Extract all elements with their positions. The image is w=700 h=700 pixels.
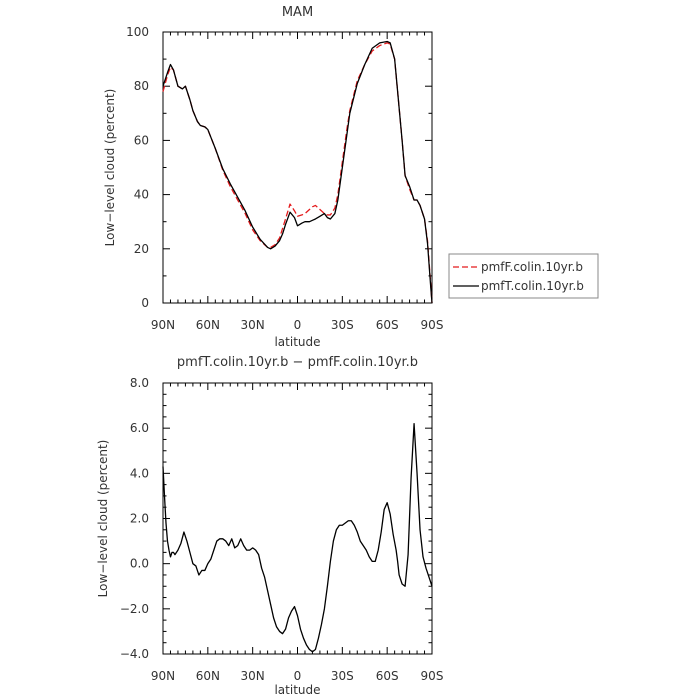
y-axis-label: Low−level cloud (percent) bbox=[96, 440, 110, 598]
y-tick-label: 2.0 bbox=[130, 512, 149, 526]
x-axis-label: latitude bbox=[274, 683, 320, 697]
y-tick-label: 40 bbox=[134, 188, 149, 202]
y-tick-label: 6.0 bbox=[130, 421, 149, 435]
series-line-pmfT-colin-10yr-b bbox=[162, 40, 433, 304]
legend-box bbox=[448, 253, 599, 299]
x-tick-label: 30N bbox=[241, 318, 265, 332]
y-tick-label: 0 bbox=[141, 296, 149, 310]
x-tick-label: 0 bbox=[294, 318, 302, 332]
series-line-difference bbox=[162, 423, 433, 653]
y-tick-label: 0.0 bbox=[130, 557, 149, 571]
x-tick-label: 90N bbox=[151, 669, 175, 683]
y-tick-label: 4.0 bbox=[130, 466, 149, 480]
x-tick-label: 90S bbox=[421, 669, 444, 683]
y-tick-label: 100 bbox=[126, 25, 149, 39]
x-tick-label: 30N bbox=[241, 669, 265, 683]
x-tick-label: 60S bbox=[376, 318, 399, 332]
x-tick-label: 30S bbox=[331, 669, 354, 683]
x-tick-label: 0 bbox=[294, 669, 302, 683]
x-tick-label: 60S bbox=[376, 669, 399, 683]
plot-frame bbox=[162, 382, 433, 655]
x-tick-label: 90S bbox=[421, 318, 444, 332]
x-axis-label: latitude bbox=[274, 335, 320, 349]
y-tick-label: 80 bbox=[134, 79, 149, 93]
x-tick-label: 30S bbox=[331, 318, 354, 332]
y-tick-label: −4.0 bbox=[120, 647, 149, 661]
y-axis-label: Low−level cloud (percent) bbox=[103, 89, 117, 247]
x-tick-label: 60N bbox=[196, 318, 220, 332]
y-tick-label: 20 bbox=[134, 242, 149, 256]
chart-title: pmfT.colin.10yr.b − pmfF.colin.10yr.b bbox=[177, 355, 418, 370]
x-tick-label: 90N bbox=[151, 318, 175, 332]
series-line-pmfF-colin-10yr-b bbox=[162, 42, 433, 304]
y-tick-label: −2.0 bbox=[120, 602, 149, 616]
y-tick-label: 60 bbox=[134, 133, 149, 147]
legend-label: pmfT.colin.10yr.b bbox=[481, 279, 584, 293]
plot-frame bbox=[162, 31, 433, 304]
x-tick-label: 60N bbox=[196, 669, 220, 683]
y-tick-label: 8.0 bbox=[130, 376, 149, 390]
chart-title: MAM bbox=[282, 5, 313, 20]
legend-label: pmfF.colin.10yr.b bbox=[481, 260, 583, 274]
